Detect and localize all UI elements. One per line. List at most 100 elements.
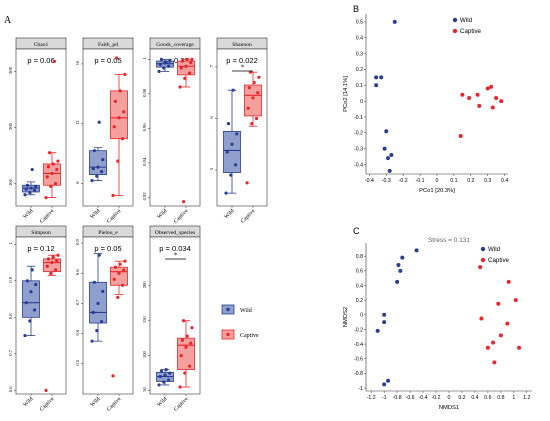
box-wild (89, 253, 107, 343)
scatter-point (374, 75, 379, 80)
scatter-point (392, 19, 397, 24)
y-tick-label: 6 (209, 116, 214, 119)
data-point (91, 167, 95, 171)
boxplot-chao1: Chao1 100 200 300 p = 0.06 Wild Captive (8, 37, 67, 225)
data-point (111, 374, 115, 378)
data-point (159, 57, 164, 61)
data-point (111, 193, 115, 198)
data-point (23, 193, 27, 197)
scatter-point (490, 105, 495, 110)
x-tick-label: Wild (223, 208, 235, 220)
data-point (183, 76, 187, 80)
p-value: p = 0.37 (161, 56, 188, 65)
data-point (120, 137, 125, 141)
data-point (251, 96, 255, 100)
x-tick-label: Captive (39, 396, 56, 413)
box-captive (177, 319, 195, 389)
data-point (233, 163, 238, 167)
y-tick-label: 0.98 (142, 88, 147, 97)
data-point (178, 85, 182, 89)
y-tick-label: 0.96 (142, 123, 147, 132)
data-point (112, 125, 116, 129)
data-point (185, 334, 189, 338)
x-tick-label: 0.2 (467, 178, 474, 184)
series-captive (458, 84, 504, 138)
data-point (46, 165, 51, 169)
panel-label-b: B (353, 4, 359, 14)
y-tick-label: 50 (142, 387, 147, 392)
data-point (29, 290, 33, 294)
scatter-point (375, 328, 380, 333)
data-point (92, 149, 97, 153)
data-point (50, 260, 54, 265)
scatter-point (458, 133, 463, 138)
data-point (55, 259, 59, 263)
data-point (49, 271, 53, 276)
y-tick-label: 0.2 (356, 67, 363, 73)
y-tick-label: 0.1 (356, 83, 363, 89)
box-captive (244, 70, 262, 185)
data-point (44, 388, 48, 392)
data-point (231, 88, 235, 92)
data-point (53, 268, 58, 272)
series-wild (375, 248, 419, 387)
box-captive (110, 259, 128, 378)
data-point (230, 142, 234, 146)
p-value: p = 0.05 (94, 56, 121, 65)
y-tick-label: 0.3 (356, 51, 363, 57)
boxplot-observed-species: Observed_species 50 100 150 200 p = 0.034* Wil… (142, 225, 201, 413)
data-point (52, 59, 56, 63)
facet-title: Goods_coverage (156, 42, 194, 48)
scatter-point (460, 92, 465, 97)
data-point (116, 159, 120, 163)
data-point (189, 61, 193, 65)
data-point (229, 173, 233, 177)
data-point (101, 289, 105, 293)
x-tick-label: 0 (448, 395, 451, 401)
y-tick-label: 100 (142, 350, 147, 358)
y-tick-label: -0.3 (354, 146, 363, 152)
x-tick-label: Captive (240, 208, 257, 225)
data-point (158, 62, 162, 67)
data-point (168, 371, 172, 375)
box-captive (177, 57, 195, 204)
data-point (183, 371, 187, 375)
data-point (56, 253, 60, 257)
boxplot-pielou-e: Pielou_e 0.5 0.6 0.7 0.8 0.9 p = 0.05 Wild Capti… (75, 225, 134, 413)
data-point (56, 159, 60, 163)
data-point (95, 328, 99, 333)
scatter-point (384, 129, 389, 134)
scatter-point (492, 360, 497, 365)
data-point (256, 91, 260, 95)
data-point (123, 72, 127, 77)
scatter-point (513, 298, 518, 303)
data-point (96, 165, 100, 169)
y-tick-label: 200 (8, 122, 13, 130)
y-tick-label: 8 (75, 181, 80, 184)
data-point (25, 183, 30, 187)
scatter-point (478, 265, 483, 270)
data-point (29, 186, 33, 190)
data-point (97, 253, 101, 257)
y-tick-label: -0.6 (354, 357, 363, 363)
data-point (123, 259, 127, 263)
legend-captive-marker (480, 257, 486, 263)
boxplot-shannon: Shannon 5 6 7 p = 0.022* Wild Captive (209, 37, 268, 225)
data-point (117, 271, 121, 275)
data-point (187, 71, 192, 75)
data-point (162, 380, 166, 384)
scatter-point (395, 279, 400, 284)
p-value: p = 0.034 (159, 244, 191, 253)
legend-panel-a: Wild Captive (221, 304, 259, 340)
data-point (164, 367, 168, 372)
box-wild (223, 88, 241, 195)
p-value: p = 0.06 (27, 56, 54, 65)
box-body (89, 150, 107, 176)
scatter-point (382, 146, 387, 151)
data-point (48, 151, 52, 155)
data-point (32, 188, 37, 192)
box-body (244, 84, 262, 117)
scatter-point (485, 86, 490, 91)
data-point (118, 262, 122, 266)
boxplot-simpson: Simpson 0.6 0.7 0.8 0.9 1 p = 0.12 Wild Captive (8, 225, 67, 413)
